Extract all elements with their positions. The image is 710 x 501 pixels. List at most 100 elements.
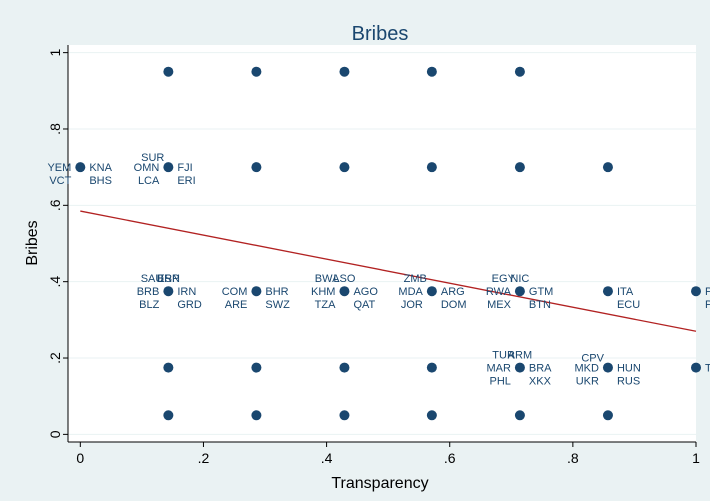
point-label: GRD: [177, 299, 202, 311]
data-points: [75, 66, 701, 421]
point-label: MEX: [487, 299, 512, 311]
data-point: [691, 286, 701, 297]
data-point: [339, 162, 350, 173]
point-label: PER: [705, 299, 710, 311]
data-point: [426, 162, 437, 173]
data-point: [514, 286, 525, 297]
y-axis-label: Bribes: [24, 220, 41, 265]
point-label: SUR: [141, 152, 164, 164]
point-label: ARG: [441, 286, 465, 298]
point-label: TUR: [492, 350, 515, 362]
data-point: [602, 162, 613, 173]
point-label: BWA: [315, 273, 340, 285]
x-tick-label: .2: [198, 450, 210, 466]
grid-lines: [68, 52, 696, 435]
data-point: [163, 162, 174, 173]
point-label: SWZ: [265, 299, 290, 311]
data-point: [339, 66, 350, 77]
y-tick-label: 0: [47, 430, 63, 438]
point-label: UKR: [576, 376, 599, 388]
data-point: [426, 66, 437, 77]
data-point: [426, 362, 437, 373]
data-point: [163, 410, 174, 421]
point-label: ERI: [177, 175, 195, 187]
fit-line-layer: [80, 210, 697, 332]
point-label: ECU: [617, 299, 640, 311]
point-label: BHS: [89, 175, 112, 187]
point-label: TZA: [315, 299, 336, 311]
point-label: SAU: [141, 273, 164, 285]
point-label: XKX: [529, 376, 552, 388]
data-point: [251, 162, 262, 173]
y-tick-label: 1: [47, 49, 63, 57]
point-label: MDA: [398, 286, 423, 298]
data-point: [251, 66, 262, 77]
point-label: CPV: [581, 353, 604, 365]
point-label: OMN: [134, 162, 160, 174]
x-tick-label: .6: [444, 450, 456, 466]
x-tick-label: .8: [567, 450, 579, 466]
data-point: [602, 362, 613, 373]
point-label: GTM: [529, 286, 553, 298]
data-point: [251, 286, 262, 297]
point-label: ESP: [157, 273, 179, 285]
y-tick-label: .6: [47, 199, 63, 211]
point-label: JOR: [401, 299, 423, 311]
point-label: BRB: [137, 286, 160, 298]
point-label: MAR: [486, 363, 511, 375]
point-label: HUN: [617, 363, 641, 375]
data-point: [602, 286, 613, 297]
chart-title: Bribes: [352, 23, 409, 45]
point-label: MKD: [575, 363, 600, 375]
data-point: [163, 286, 174, 297]
y-tick-label: .2: [47, 352, 63, 364]
x-axis-label: Transparency: [331, 475, 428, 492]
y-tick-label: .8: [47, 123, 63, 135]
point-label: LCA: [138, 175, 160, 187]
point-label: NIC: [510, 273, 529, 285]
y-tick-label: .4: [47, 276, 63, 288]
data-point: [514, 66, 525, 77]
data-point: [163, 362, 174, 373]
data-point: [163, 66, 174, 77]
data-point: [426, 410, 437, 421]
point-label: EGY: [492, 273, 516, 285]
point-label: DOM: [441, 299, 467, 311]
x-tick-label: 0: [76, 450, 84, 466]
point-label: ARE: [225, 299, 248, 311]
x-tick-label: .4: [321, 450, 333, 466]
point-label: ARM: [508, 350, 532, 362]
x-tick-label: 1: [692, 450, 700, 466]
axes: 0 .2 .4 .6 .8 1 0 .2 .4 .6 .8 1: [47, 45, 700, 466]
data-point: [602, 410, 613, 421]
fit-line: [80, 210, 697, 332]
data-point: [339, 410, 350, 421]
data-point: [426, 286, 437, 297]
data-point: [339, 286, 350, 297]
plot-area: [68, 45, 696, 442]
point-label: VCT: [49, 175, 71, 187]
point-label: RWA: [486, 286, 512, 298]
data-point: [691, 362, 701, 373]
data-point: [514, 162, 525, 173]
point-label: PAN: [705, 286, 710, 298]
point-label: RUS: [617, 376, 640, 388]
point-label: BRN: [157, 273, 180, 285]
data-point: [251, 362, 262, 373]
point-label: ITA: [617, 286, 634, 298]
data-point: [251, 410, 262, 421]
point-label: BRA: [529, 363, 552, 375]
point-label: KHM: [311, 286, 335, 298]
point-label: AGO: [353, 286, 378, 298]
point-label: BHR: [265, 286, 288, 298]
point-label: BLZ: [139, 299, 159, 311]
point-label: BTN: [529, 299, 551, 311]
point-label: YEM: [47, 162, 71, 174]
point-label: COM: [222, 286, 248, 298]
point-label: FJI: [177, 162, 192, 174]
point-label: QAT: [353, 299, 375, 311]
point-label: ZMB: [404, 273, 427, 285]
